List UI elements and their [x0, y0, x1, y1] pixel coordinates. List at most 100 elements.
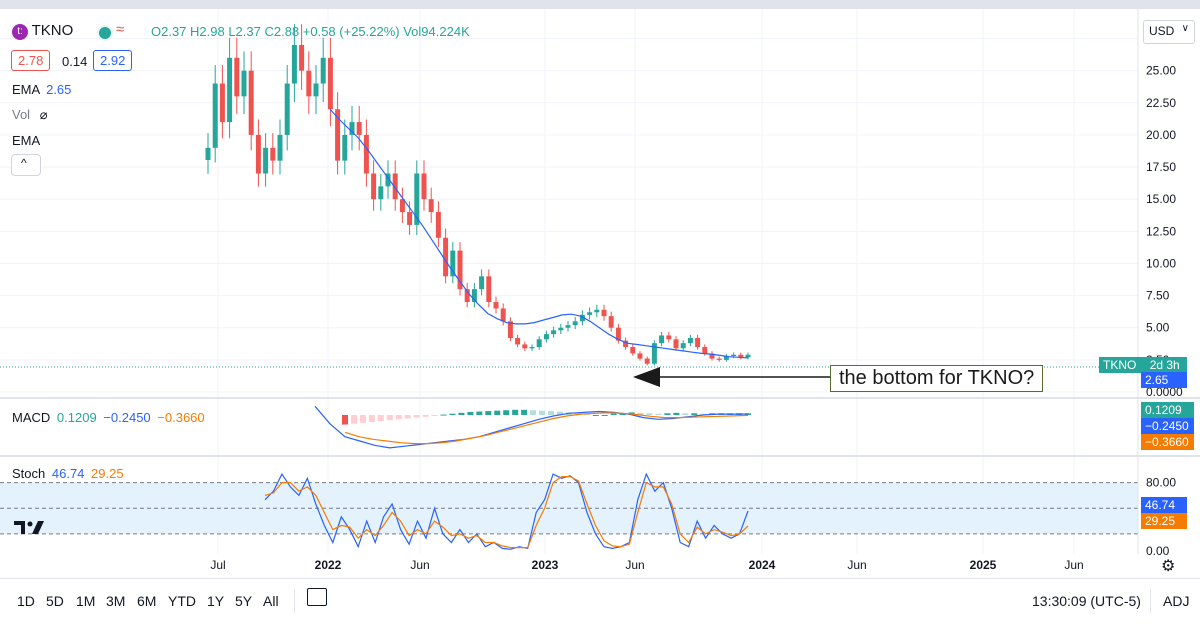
- spread-value: 0.14: [62, 54, 88, 69]
- range-1y[interactable]: 1Y: [207, 593, 225, 609]
- stoch-pane: 80.00 0.00: [0, 472, 1176, 558]
- range-6m[interactable]: 6M: [137, 593, 157, 609]
- candle-body: [356, 122, 362, 135]
- range-5y[interactable]: 5Y: [235, 593, 253, 609]
- candle-body: [205, 147, 211, 160]
- candle-body: [651, 343, 657, 364]
- price-tick-label: 10.00: [1146, 256, 1176, 270]
- macd-hist-value: −0.3660: [157, 410, 205, 425]
- collapse-legend-button[interactable]: ^: [11, 154, 41, 176]
- candle-body: [543, 334, 549, 340]
- time-tick-label: Jun: [625, 558, 644, 572]
- candle-body: [731, 354, 737, 357]
- macd-histogram-bar: [431, 415, 438, 416]
- toolbar-divider: [1150, 589, 1151, 613]
- candle-body: [666, 335, 672, 340]
- price-tick-label: 12.50: [1146, 224, 1176, 238]
- candle-body: [435, 212, 441, 238]
- macd-histogram-bar: [521, 409, 528, 415]
- chart-area[interactable]: 27.5025.0022.5020.0017.5015.0012.5010.00…: [0, 9, 1200, 578]
- gear-icon[interactable]: ⚙: [1161, 558, 1176, 575]
- candle-body: [327, 57, 333, 110]
- candle-body: [493, 302, 499, 309]
- candle-body: [335, 109, 341, 161]
- price-tick-label: 7.50: [1146, 289, 1170, 303]
- macd-histogram-bar: [386, 415, 393, 421]
- date-range-icon[interactable]: [307, 588, 327, 606]
- ask-price-button[interactable]: 2.92: [93, 50, 133, 71]
- price-axis[interactable]: 27.5025.0022.5020.0017.5015.0012.5010.00…: [1146, 32, 1183, 399]
- eye-off-icon[interactable]: ⌀: [39, 107, 48, 122]
- macd-histogram-bar: [512, 409, 519, 415]
- clock-time[interactable]: 13:30:09 (UTC-5): [1032, 593, 1141, 609]
- candle-body: [421, 173, 427, 200]
- candle-series: [205, 24, 751, 366]
- time-tick-label: 2025: [970, 558, 997, 572]
- stoch-d-value: 29.25: [91, 466, 124, 481]
- macd-histogram-bar: [530, 410, 537, 415]
- price-tick-label: 25.00: [1146, 64, 1176, 78]
- candle-body: [385, 173, 391, 187]
- macd-legend[interactable]: MACD 0.1209 −0.2450 −0.3660: [12, 410, 205, 425]
- candle-body: [277, 134, 283, 161]
- bid-price-button[interactable]: 2.78: [11, 50, 51, 71]
- candle-body: [673, 339, 679, 349]
- price-tick-label: 17.50: [1146, 160, 1176, 174]
- toolbar-divider: [294, 589, 295, 613]
- candle-body: [500, 308, 506, 322]
- chevron-down-icon: ∨: [1181, 23, 1189, 34]
- ema-value: 2.65: [46, 82, 72, 97]
- candle-body: [579, 314, 585, 322]
- candle-body: [716, 358, 722, 360]
- candle-body: [299, 44, 305, 71]
- candle-body: [630, 347, 636, 354]
- macd-signal-value: −0.2450: [103, 410, 151, 425]
- candle-body: [608, 316, 614, 328]
- adj-toggle[interactable]: ADJ: [1163, 593, 1190, 609]
- symbol-legend[interactable]: t: TKNO: [12, 22, 73, 40]
- symbol-price-tag: TKNO 2d 3h: [1099, 357, 1187, 373]
- top-border: [0, 0, 1200, 9]
- annotation-box[interactable]: the bottom for TKNO?: [830, 365, 1044, 392]
- macd-signal-tag: −0.2450: [1141, 418, 1194, 434]
- macd-histogram-bar: [700, 413, 707, 415]
- time-axis[interactable]: Jul 2022 Jun 2023 Jun 2024 Jun 2025 Jun: [210, 558, 1083, 572]
- candle-body: [349, 122, 355, 135]
- macd-histogram-bar: [458, 412, 465, 415]
- vol-legend[interactable]: Vol ⌀: [12, 107, 48, 122]
- candle-body: [212, 83, 218, 148]
- candle-body: [558, 327, 564, 331]
- candle-body: [227, 57, 233, 123]
- stoch-k-tag: 46.74: [1141, 497, 1187, 513]
- macd-histogram-bar: [556, 411, 563, 415]
- stoch-legend[interactable]: Stoch 46.74 29.25: [12, 466, 124, 481]
- candle-body: [443, 237, 449, 277]
- currency-label: USD: [1149, 24, 1175, 38]
- ema2-legend[interactable]: EMA: [12, 133, 41, 148]
- range-all[interactable]: All: [263, 593, 279, 609]
- candle-body: [342, 134, 348, 161]
- price-tick-label: 20.00: [1146, 128, 1176, 142]
- ema-legend[interactable]: EMA 2.65: [12, 82, 72, 97]
- range-1d[interactable]: 1D: [17, 593, 35, 609]
- price-tick-label: 5.00: [1146, 321, 1170, 335]
- candle-body: [507, 321, 513, 339]
- candle-body: [594, 309, 600, 313]
- candle-body: [371, 173, 377, 200]
- range-3m[interactable]: 3M: [106, 593, 126, 609]
- range-5d[interactable]: 5D: [46, 593, 64, 609]
- candle-body: [515, 338, 521, 345]
- chevron-up-icon: ^: [21, 156, 27, 170]
- candle-body: [529, 347, 535, 349]
- range-1m[interactable]: 1M: [76, 593, 96, 609]
- candle-body: [306, 70, 312, 97]
- currency-selector[interactable]: USD ∨: [1143, 20, 1195, 44]
- macd-histogram-bar: [601, 415, 608, 416]
- range-ytd[interactable]: YTD: [168, 593, 196, 609]
- tradingview-logo: [14, 521, 44, 534]
- macd-value: 0.1209: [56, 410, 97, 425]
- candle-body: [378, 186, 384, 200]
- candle-body: [623, 340, 629, 348]
- candle-body: [680, 343, 686, 349]
- candle-body: [284, 83, 290, 135]
